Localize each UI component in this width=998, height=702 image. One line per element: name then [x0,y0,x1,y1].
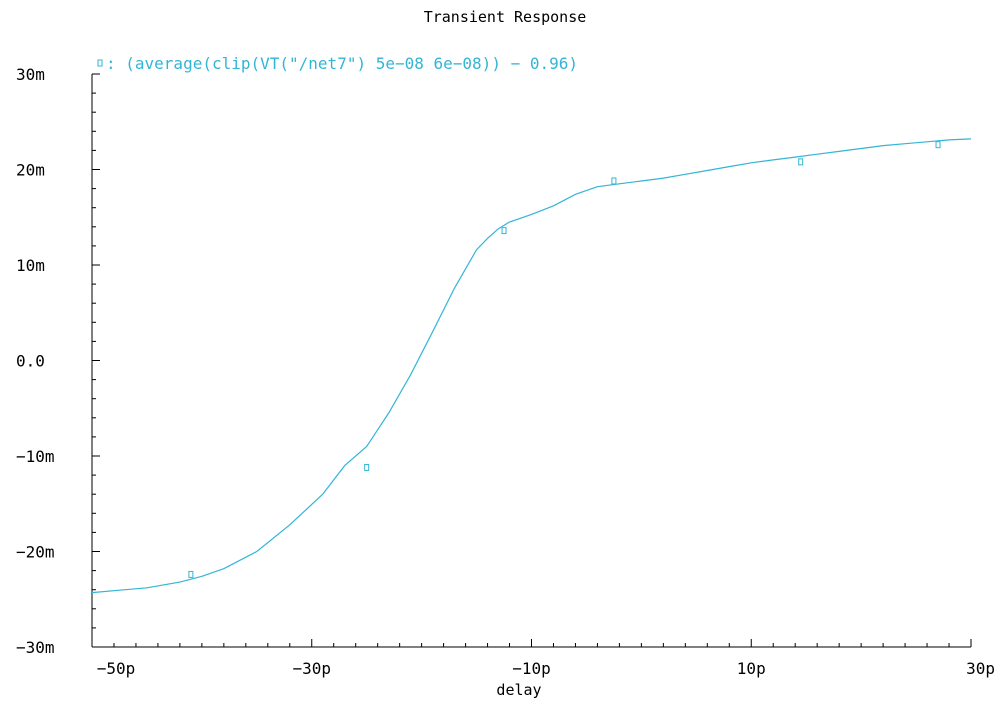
y-tick-label: 20m [16,161,45,180]
data-marker [501,227,507,235]
data-marker [935,141,941,149]
x-tick-label: −10p [512,659,551,678]
data-marker [798,158,804,166]
y-tick-label: 10m [16,256,45,275]
legend-series-name: : (average(clip(VT("/net7") 5e−08 6e−08)… [106,54,578,73]
legend: : (average(clip(VT("/net7") 5e−08 6e−08)… [97,54,578,73]
series-line [91,138,972,594]
chart-title: Transient Response [424,8,587,26]
plot-area [91,138,972,594]
y-tick-label: 0.0 [16,352,45,371]
y-tick-label: −20m [16,543,55,562]
y-tick-label: 30m [16,65,45,84]
data-marker [188,570,194,578]
x-tick-label: 30p [966,659,995,678]
y-axis-ticks: 30m 20m 10m 0.0 −10m −20m −30m [16,65,100,657]
data-marker [611,177,617,185]
x-tick-label: 10p [737,659,766,678]
x-tick-label: −50p [97,659,136,678]
y-tick-label: −30m [16,638,55,657]
x-axis-ticks: −50p −30p −10p 10p 30p [91,639,995,678]
x-tick-label: −30p [292,659,331,678]
x-axis-label: delay [496,681,541,699]
legend-marker [97,59,103,67]
data-marker [364,463,370,471]
axes: 30m 20m 10m 0.0 −10m −20m −30m −50p −30p −10p 10p… [16,65,995,678]
y-tick-label: −10m [16,447,55,466]
